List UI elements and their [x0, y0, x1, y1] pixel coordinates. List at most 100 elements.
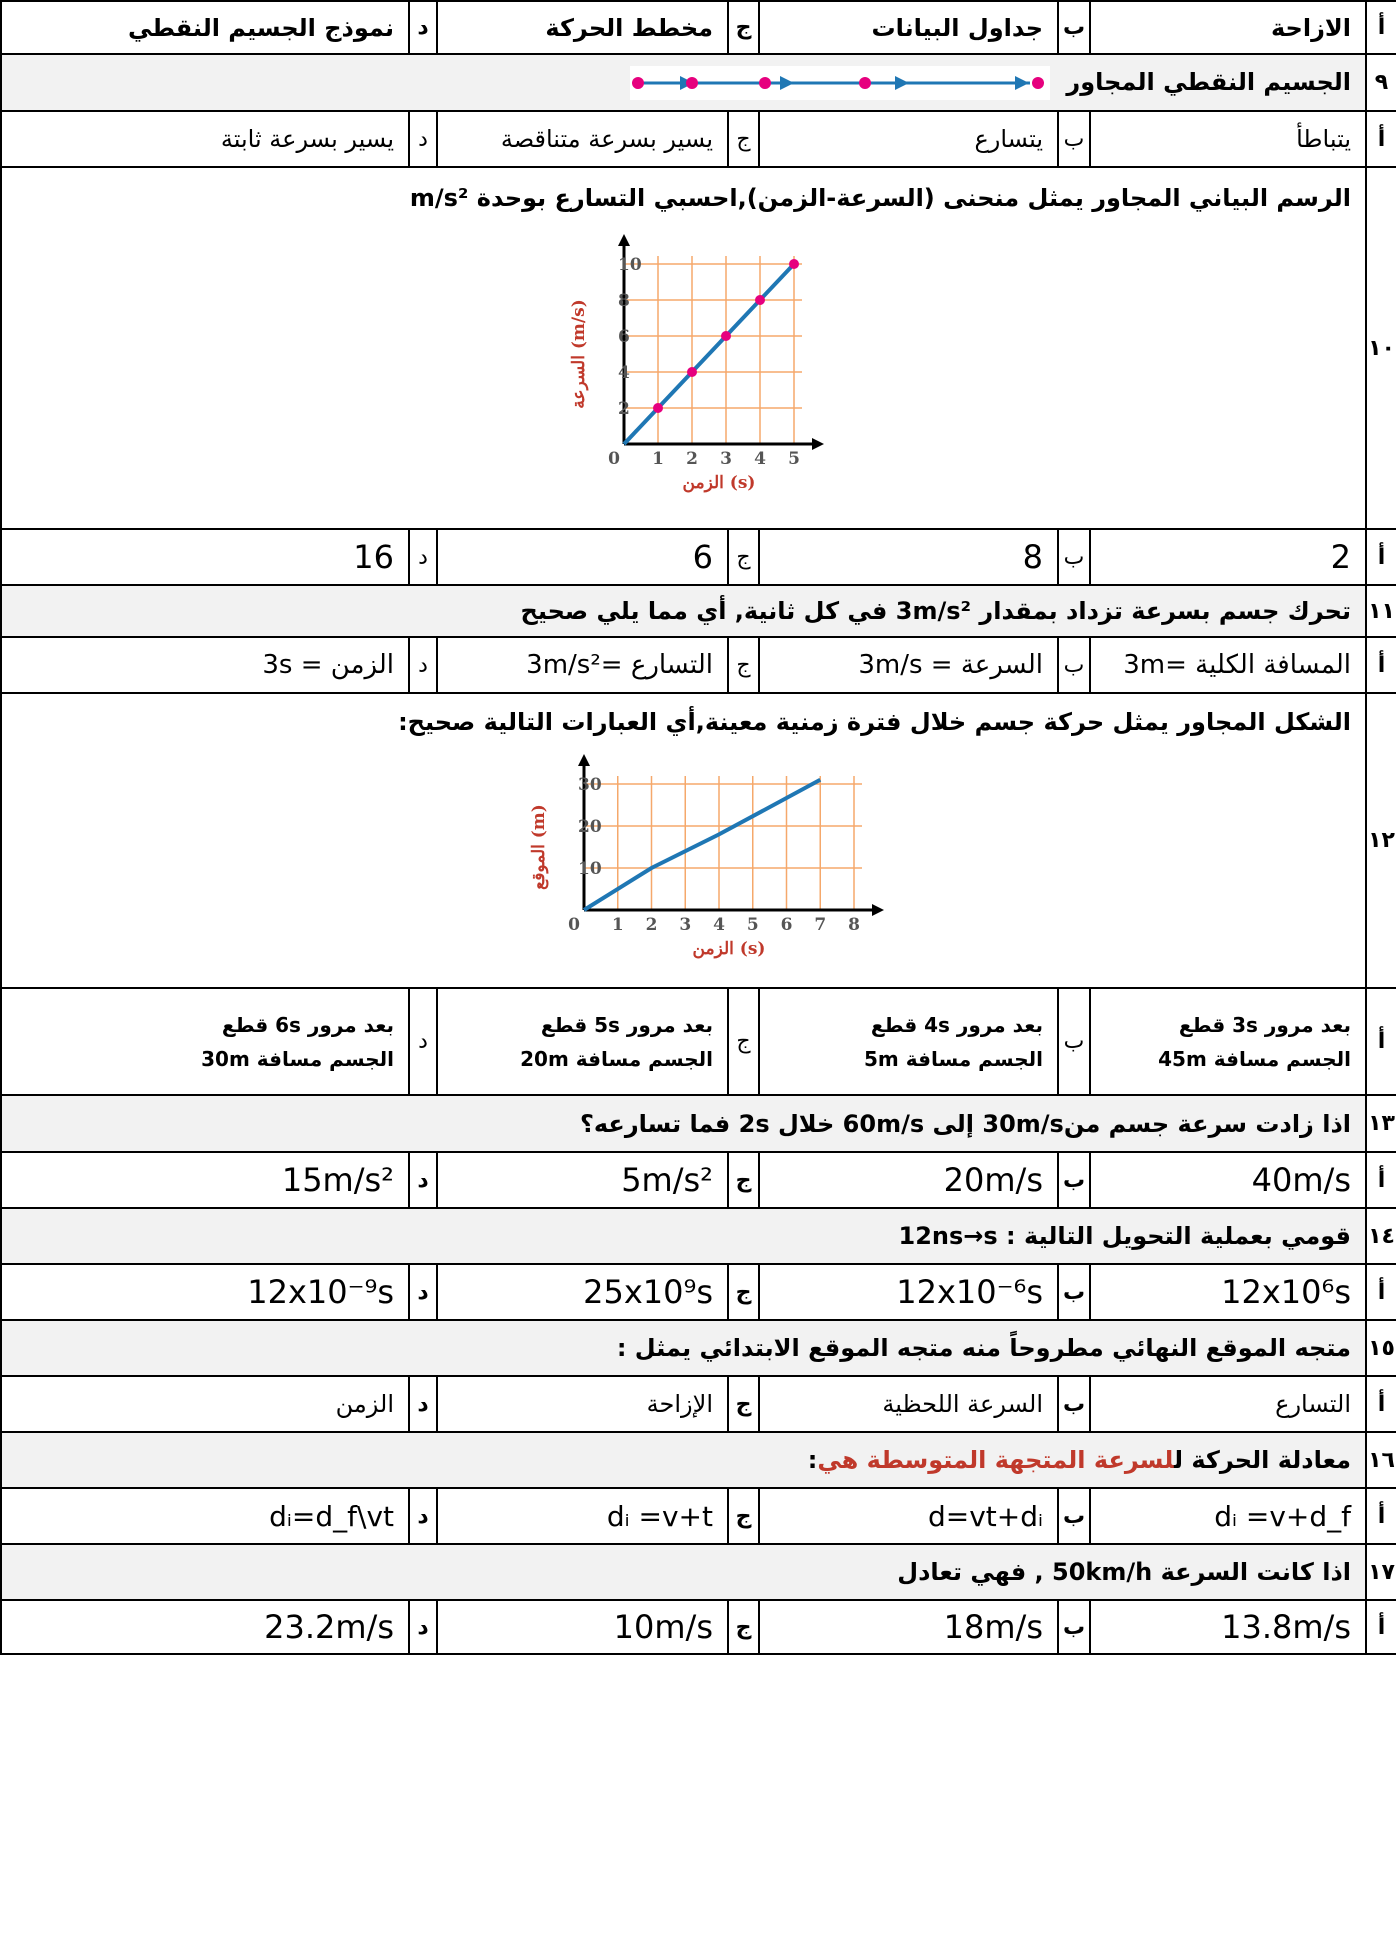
- option-b[interactable]: يتسارع: [758, 110, 1059, 168]
- option-c[interactable]: الإزاحة: [436, 1375, 729, 1433]
- option-letter: ب: [1057, 1263, 1091, 1321]
- option-letter: أ: [1365, 1263, 1396, 1321]
- option-d[interactable]: dᵢ=d_f\vt: [0, 1487, 410, 1545]
- option-letter: ج: [727, 1487, 760, 1545]
- option-c[interactable]: التسارع =3m/s²: [436, 636, 729, 694]
- option-a[interactable]: الازاحة: [1089, 0, 1367, 55]
- data-point: [754, 295, 765, 305]
- option-b-line1: بعد مرور 4s قطع: [870, 1012, 1043, 1037]
- option-b[interactable]: d=vt+dᵢ: [758, 1487, 1059, 1545]
- option-c[interactable]: 25x10⁹s: [436, 1263, 729, 1321]
- option-letter: أ: [1365, 987, 1396, 1096]
- options-row-10: أ 2 ب 8 ج 6 د 16: [0, 528, 1396, 586]
- option-letter: أ: [1365, 1151, 1396, 1209]
- option-letter: د: [408, 636, 438, 694]
- question-number: ١٣: [1365, 1094, 1396, 1153]
- motion-dot: [632, 76, 645, 89]
- options-row-11: أ المسافة الكلية =3m ب السرعة = 3m/s ج ا…: [0, 636, 1396, 694]
- option-b-line2: الجسم مسافة 5m: [864, 1046, 1043, 1071]
- x-tick-label: 4: [713, 915, 725, 935]
- option-d-line2: الجسم مسافة 30m: [201, 1046, 394, 1071]
- option-d[interactable]: نموذج الجسيم النقطي: [0, 0, 410, 55]
- question-number: ١٥: [1365, 1319, 1396, 1377]
- option-a[interactable]: 13.8m/s: [1089, 1599, 1367, 1655]
- option-letter: د: [408, 0, 438, 55]
- data-line: [622, 262, 795, 446]
- option-a[interactable]: 2: [1089, 528, 1367, 586]
- option-letter: ج: [727, 528, 760, 586]
- question-row-17: ١٧ اذا كانت السرعة 50km/h , فهي تعادل: [0, 1543, 1396, 1601]
- x-tick-label: 6: [780, 915, 792, 935]
- option-b[interactable]: بعد مرور 4s قطع الجسم مسافة 5m: [758, 987, 1059, 1096]
- option-c[interactable]: بعد مرور 5s قطع الجسم مسافة 20m: [436, 987, 729, 1096]
- option-c[interactable]: 10m/s: [436, 1599, 729, 1655]
- x-tick-label: 1: [652, 449, 664, 469]
- options-row-16: أ dᵢ =v+d_f ب d=vt+dᵢ ج dᵢ =v+t د dᵢ=d_f…: [0, 1487, 1396, 1545]
- option-a[interactable]: يتباطأ: [1089, 110, 1367, 168]
- question-number: ١١: [1365, 584, 1396, 638]
- option-b[interactable]: السرعة = 3m/s: [758, 636, 1059, 694]
- option-letter: د: [408, 1487, 438, 1545]
- option-b[interactable]: 8: [758, 528, 1059, 586]
- option-letter: أ: [1365, 636, 1396, 694]
- option-letter: ب: [1057, 0, 1091, 55]
- question-text: الجسيم النقطي المجاور: [0, 53, 1367, 112]
- y-tick-label: 30: [578, 775, 602, 795]
- options-row-15: أ التسارع ب السرعة اللحظية ج الإزاحة د ا…: [0, 1375, 1396, 1433]
- question-row-11: ١١ تحرك جسم بسرعة تزداد بمقدار 3m/s² في …: [0, 584, 1396, 638]
- option-a[interactable]: 12x10⁶s: [1089, 1263, 1367, 1321]
- question-row-16: ١٦ معادلة الحركة للسرعة المتجهة المتوسطة…: [0, 1431, 1396, 1489]
- question-row-9: ٩ الجسيم النقطي المجاور: [0, 53, 1396, 112]
- option-letter: أ: [1365, 528, 1396, 586]
- option-d[interactable]: الزمن = 3s: [0, 636, 410, 694]
- x-axis-arrow: [811, 438, 824, 450]
- option-d[interactable]: 15m/s²: [0, 1151, 410, 1209]
- option-d[interactable]: الزمن: [0, 1375, 410, 1433]
- option-a[interactable]: dᵢ =v+d_f: [1089, 1487, 1367, 1545]
- option-letter: أ: [1365, 1599, 1396, 1655]
- option-c[interactable]: 5m/s²: [436, 1151, 729, 1209]
- question-number: ١٠: [1365, 166, 1396, 530]
- option-b[interactable]: 20m/s: [758, 1151, 1059, 1209]
- motion-dot: [859, 76, 872, 89]
- option-c-line1: بعد مرور 5s قطع: [540, 1012, 713, 1037]
- x-tick-label: 5: [788, 449, 800, 469]
- velocity-time-chart: 0 1 2 3 4 5 10 8 6 4 2 (s) الزمن (m/s) السرعة: [533, 224, 834, 524]
- option-b[interactable]: السرعة اللحظية: [758, 1375, 1059, 1433]
- question-table: أ الازاحة ب جداول البيانات ج مخطط الحركة…: [0, 0, 1396, 1655]
- question-number: ١٦: [1365, 1431, 1396, 1489]
- x-tick-label: 2: [645, 915, 657, 935]
- option-d-line1: بعد مرور 6s قطع: [221, 1012, 394, 1037]
- option-b[interactable]: جداول البيانات: [758, 0, 1059, 55]
- question-row-15: ١٥ متجه الموقع النهائي مطروحاً منه متجه …: [0, 1319, 1396, 1377]
- y-tick-label: 2: [618, 399, 630, 419]
- option-b[interactable]: 18m/s: [758, 1599, 1059, 1655]
- y-axis-arrow: [577, 754, 590, 766]
- option-b[interactable]: 12x10⁻⁶s: [758, 1263, 1059, 1321]
- position-time-chart: 0 1 2 3 4 5 6 7 8 30 20 10 (s) الزمن (m) الموقع: [473, 748, 894, 980]
- x-tick-label: 0: [568, 915, 580, 935]
- option-letter: ج: [727, 987, 760, 1096]
- option-c[interactable]: dᵢ =v+t: [436, 1487, 729, 1545]
- question-number: ١٧: [1365, 1543, 1396, 1601]
- option-d[interactable]: 23.2m/s: [0, 1599, 410, 1655]
- data-point: [686, 367, 697, 377]
- question-11-text: تحرك جسم بسرعة تزداد بمقدار 3m/s² في كل …: [0, 584, 1367, 638]
- option-d[interactable]: 12x10⁻⁹s: [0, 1263, 410, 1321]
- option-a[interactable]: المسافة الكلية =3m: [1089, 636, 1367, 694]
- option-a[interactable]: 40m/s: [1089, 1151, 1367, 1209]
- option-d[interactable]: بعد مرور 6s قطع الجسم مسافة 30m: [0, 987, 410, 1096]
- option-d[interactable]: 16: [0, 528, 410, 586]
- y-axis-label: (m/s) السرعة: [569, 299, 589, 409]
- question-16-highlight: لسرعة المتجهة المتوسطة هي: [817, 1446, 1174, 1474]
- option-a[interactable]: التسارع: [1089, 1375, 1367, 1433]
- option-a[interactable]: بعد مرور 3s قطع الجسم مسافة 45m: [1089, 987, 1367, 1096]
- option-c[interactable]: يسير بسرعة متناقصة: [436, 110, 729, 168]
- option-a-line1: بعد مرور 3s قطع: [1178, 1012, 1351, 1037]
- question-17-text: اذا كانت السرعة 50km/h , فهي تعادل: [0, 1543, 1367, 1601]
- option-letter: ج: [727, 636, 760, 694]
- option-c[interactable]: مخطط الحركة: [436, 0, 729, 55]
- option-c[interactable]: 6: [436, 528, 729, 586]
- option-d[interactable]: يسير بسرعة ثابتة: [0, 110, 410, 168]
- motion-dot: [686, 76, 699, 89]
